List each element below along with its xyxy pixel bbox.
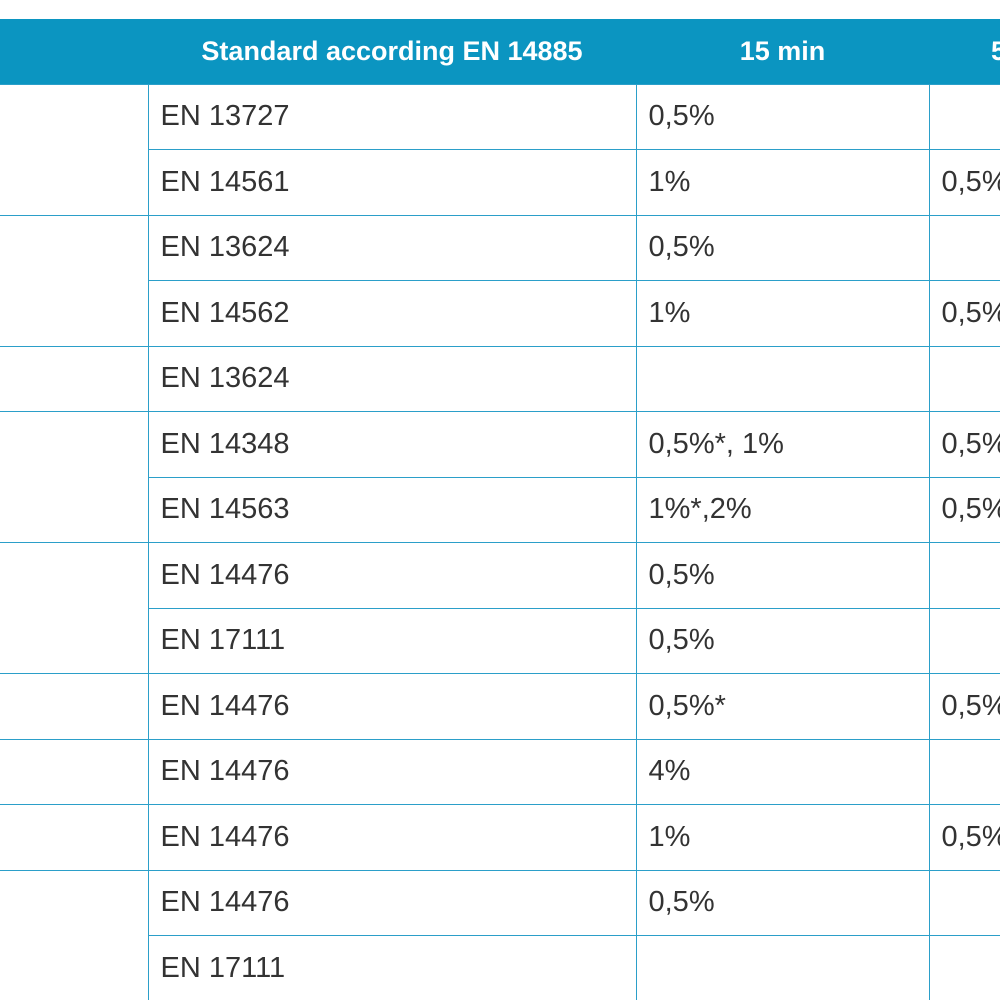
concentration-next-cell <box>928 83 1000 150</box>
concentration-15min-cell: 0,5% <box>635 83 930 150</box>
concentration-15min-cell: 1% <box>635 280 930 347</box>
group-cell <box>0 869 149 1000</box>
concentration-15min-cell <box>635 935 930 1000</box>
table-row: EN 14562 1% 0,5% <box>0 280 1000 347</box>
concentration-15min-cell: 1%*,2% <box>635 476 930 543</box>
table-row: EN 14476 0,5% <box>0 542 1000 674</box>
standard-cell: EN 14476 <box>147 738 637 805</box>
table-row: EN 13727 0,5% <box>0 83 1000 216</box>
table-row: EN 14476 1% 0,5% <box>0 804 1000 871</box>
table-row: EN 14561 1% 0,5% <box>0 149 1000 216</box>
concentration-15min-cell: 0,5%* <box>635 673 930 740</box>
concentration-next-cell: 0,5% <box>928 804 1000 871</box>
concentration-15min-cell: 0,5% <box>635 607 930 674</box>
concentration-next-cell: 0,5% <box>928 476 1000 543</box>
standard-cell: EN 14561 <box>147 149 637 216</box>
group-cell <box>0 673 149 740</box>
concentration-next-cell <box>928 214 1000 281</box>
concentration-next-cell <box>928 542 1000 609</box>
concentration-15min-cell: 1% <box>635 804 930 871</box>
standard-cell: EN 13727 <box>147 83 637 150</box>
table-row: EN 17111 0,5% <box>0 607 1000 674</box>
standard-cell: EN 17111 <box>147 607 637 674</box>
standard-cell: EN 13624 <box>147 214 637 281</box>
group-cell <box>0 804 149 871</box>
concentration-15min-cell: 0,5% <box>635 542 930 609</box>
concentration-15min-cell: 1% <box>635 149 930 216</box>
standard-cell: EN 13624 <box>147 345 637 412</box>
concentration-next-cell <box>928 935 1000 1000</box>
group-cell <box>0 411 149 543</box>
table-row: EN 17111 <box>0 935 1000 1000</box>
standard-cell: EN 14476 <box>147 542 637 609</box>
concentration-15min-cell: 0,5%*, 1% <box>635 411 930 478</box>
concentration-next-cell <box>928 345 1000 412</box>
group-cell <box>0 83 149 216</box>
standard-cell: EN 14476 <box>147 804 637 871</box>
group-cell <box>0 214 149 347</box>
header-next-time: 5 <box>991 35 1000 66</box>
table-row: EN 14348 0,5%*, 1% 0,5% <box>0 411 1000 543</box>
group-cell <box>0 345 149 412</box>
table-row: EN 14563 1%*,2% 0,5% <box>0 476 1000 543</box>
concentration-next-cell <box>928 738 1000 805</box>
header-15-min: 15 min <box>739 35 826 66</box>
table-row: EN 14476 0,5% <box>0 869 1000 1000</box>
efficacy-standards-table: Standard according EN 14885 15 min 5 EN … <box>0 19 1000 1000</box>
concentration-next-cell: 0,5% <box>928 280 1000 347</box>
standard-cell: EN 14562 <box>147 280 637 347</box>
standard-cell: EN 14348 <box>147 411 637 478</box>
concentration-next-cell: 0,5% <box>928 673 1000 740</box>
standard-cell: EN 14563 <box>147 476 637 543</box>
table-row: EN 14476 4% <box>0 738 1000 805</box>
standard-cell: EN 14476 <box>147 673 637 740</box>
concentration-15min-cell: 4% <box>635 738 930 805</box>
concentration-next-cell: 0,5% <box>928 149 1000 216</box>
concentration-next-cell: 0,5% <box>928 411 1000 478</box>
concentration-next-cell <box>928 607 1000 674</box>
group-cell <box>0 738 149 805</box>
standard-cell: EN 14476 <box>147 869 637 936</box>
table-header-row: Standard according EN 14885 15 min 5 <box>0 19 1000 84</box>
concentration-15min-cell: 0,5% <box>635 869 930 936</box>
standard-cell: EN 17111 <box>147 935 637 1000</box>
concentration-15min-cell <box>635 345 930 412</box>
header-group-column <box>0 19 148 84</box>
concentration-15min-cell: 0,5% <box>635 214 930 281</box>
header-standard: Standard according EN 14885 <box>201 35 583 66</box>
group-cell <box>0 542 149 674</box>
table-row: EN 13624 0,5% <box>0 214 1000 347</box>
table-row: EN 14476 0,5%* 0,5% <box>0 673 1000 740</box>
concentration-next-cell <box>928 869 1000 936</box>
table-row: EN 13624 <box>0 345 1000 412</box>
